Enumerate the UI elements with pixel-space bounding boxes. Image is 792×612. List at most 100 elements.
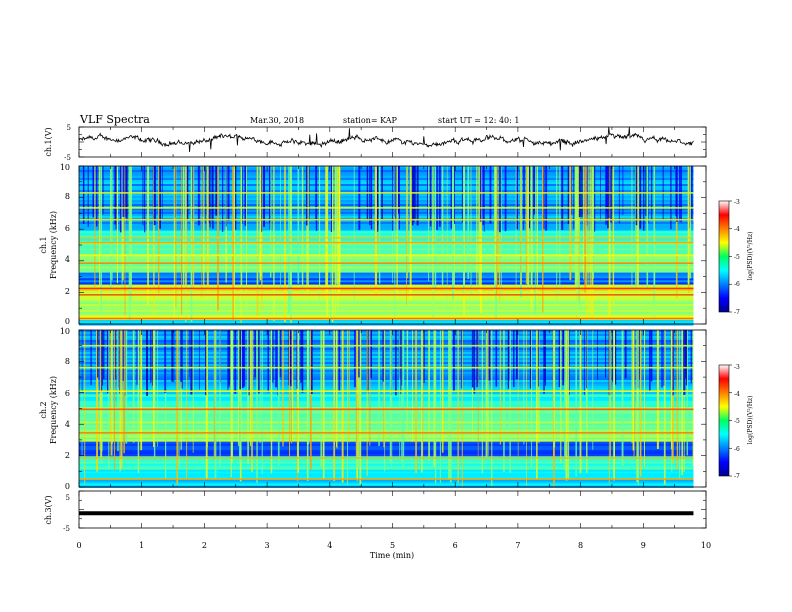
spectrogram-streak	[577, 166, 579, 292]
spectrogram-band	[79, 473, 694, 476]
spectrogram-band	[79, 338, 694, 341]
spectrogram-streak	[685, 330, 687, 379]
spectrogram-streak	[240, 166, 242, 324]
ch1-spectrogram-ticks	[78, 165, 707, 325]
spectrogram-streak	[277, 330, 280, 466]
spectrogram-streak	[683, 330, 686, 395]
spectrogram-band	[79, 463, 694, 466]
spectrogram-streak	[333, 330, 336, 481]
spectrogram-no-data	[693, 166, 706, 324]
spectrogram-streak	[528, 166, 530, 289]
spectrogram-band	[79, 376, 694, 379]
spectrogram-streak	[110, 166, 112, 292]
spectrogram-streak	[377, 166, 379, 232]
spectrogram-line	[79, 390, 694, 392]
spectrogram-streak	[319, 166, 321, 300]
spectrogram-band	[79, 282, 694, 285]
spectrogram-band	[79, 411, 694, 414]
spectrogram-streak	[592, 330, 594, 450]
spectrogram-streak	[182, 166, 185, 287]
spectrogram-line	[79, 218, 694, 221]
spectrogram-band	[79, 224, 694, 227]
spectrogram-streak	[661, 330, 663, 388]
spectrogram-streak	[543, 330, 545, 394]
spectrogram-band	[79, 481, 694, 484]
spectrogram-streak	[306, 166, 308, 226]
ch3-waveform-ytick-bottom: -5	[63, 525, 70, 533]
spectrogram-streak	[241, 166, 243, 224]
spectrogram-streak	[573, 166, 575, 229]
spectrogram-streak	[348, 330, 350, 443]
ch1-waveform-panel: 5 -5 ch.1(V)	[44, 124, 707, 162]
spectrogram-band	[79, 336, 694, 339]
spectrogram-streak	[214, 330, 217, 479]
ch2-spectrogram-image	[79, 330, 706, 488]
spectrogram-streak	[125, 166, 127, 218]
spectrogram-streak	[237, 330, 239, 447]
spectrogram-streak	[523, 330, 525, 445]
spectrogram-streak	[686, 330, 688, 456]
spectrogram-streak	[562, 330, 565, 381]
spectrogram-band	[79, 315, 694, 319]
spectrogram-streak	[650, 330, 653, 382]
spectrogram-streak	[357, 330, 359, 469]
spectrogram-streak	[269, 166, 271, 223]
spectrogram-line	[79, 254, 694, 257]
spectrogram-streak	[663, 330, 665, 386]
spectrogram-band	[79, 180, 694, 183]
spectrogram-band	[79, 384, 694, 387]
spectrogram-streak	[82, 166, 85, 224]
spectrogram-streak	[331, 166, 334, 323]
ch2-spectrogram-ytick-8: 8	[65, 357, 70, 366]
spectrogram-band	[79, 233, 694, 236]
spectrogram-streak	[100, 330, 102, 458]
spectrogram-streak	[401, 330, 403, 464]
spectrogram-band	[79, 302, 694, 305]
spectrogram-streak	[646, 166, 649, 290]
spectrogram-streak	[140, 330, 143, 451]
spectrogram-streak	[556, 166, 558, 300]
spectrogram-streak	[96, 330, 98, 472]
spectrogram-band	[79, 370, 694, 373]
spectrogram-band	[79, 298, 694, 301]
spectrogram-band	[79, 216, 694, 219]
spectrogram-streak	[394, 166, 396, 317]
ch1-spectrogram-ytick-10: 10	[60, 163, 70, 172]
spectrogram-streak	[608, 330, 610, 484]
spectrogram-streak	[326, 166, 329, 317]
spectrogram-streak	[347, 330, 348, 485]
spectrogram-streak	[494, 166, 497, 281]
spectrogram-streak	[246, 166, 247, 308]
spectrogram-streak	[267, 330, 269, 393]
spectrogram-streak	[301, 330, 304, 393]
ch2-spectrogram-ticks	[78, 329, 707, 488]
spectrogram-streak	[153, 330, 156, 459]
ch2-colorbar-tick-m6: -6	[734, 446, 740, 453]
spectrogram-streak	[513, 330, 515, 387]
spectrogram-band	[79, 469, 694, 472]
spectrogram-streak	[258, 330, 260, 394]
spectrogram-streak	[498, 166, 501, 301]
spectrogram-band	[79, 235, 694, 238]
spectrogram-streak	[543, 166, 545, 229]
spectrogram-streak	[608, 166, 610, 219]
spectrogram-streak	[489, 166, 492, 224]
spectrogram-streak	[433, 330, 436, 467]
spectrogram-streak	[567, 330, 570, 481]
spectrogram-band	[79, 321, 694, 324]
spectrogram-streak	[495, 330, 498, 387]
spectrogram-streak	[110, 330, 113, 456]
spectrogram-streak	[645, 166, 647, 217]
spectrogram-streak	[412, 330, 413, 442]
ch1-colorbar-label: log(PSD)(V²/Hz)	[747, 232, 754, 281]
spectrogram-streak	[125, 330, 128, 444]
spectrogram-streak	[470, 166, 472, 294]
spectrogram-line	[79, 241, 694, 244]
spectrogram-streak	[97, 330, 99, 378]
spectrogram-band	[79, 239, 694, 242]
spectrogram-streak	[525, 166, 528, 284]
ch1-spectrogram-ytick-0: 0	[65, 317, 70, 326]
spectrogram-streak	[421, 330, 423, 473]
ch1-colorbar-tick-m5: -5	[734, 254, 740, 261]
ch1-spectrogram-panel: 0 2 4 6 8 10 ch.1 Frequency (kHz)	[39, 163, 707, 326]
